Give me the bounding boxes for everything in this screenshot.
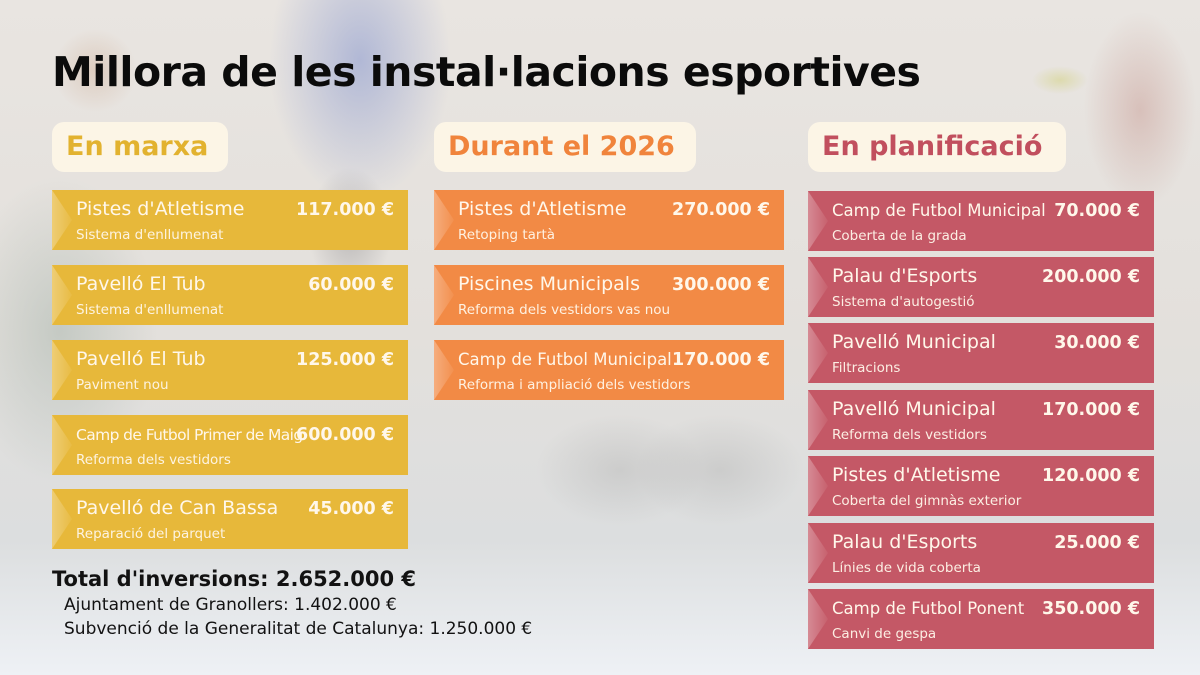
- project-card: Pavelló El Tub Sistema d'enllumenat 60.0…: [52, 265, 408, 325]
- project-card: Pistes d'Atletisme Sistema d'enllumenat …: [52, 190, 408, 250]
- project-card: Camp de Futbol Municipal Coberta de la g…: [808, 191, 1154, 251]
- project-card: Pistes d'Atletisme Coberta del gimnàs ex…: [808, 456, 1154, 516]
- project-description: Línies de vida coberta: [832, 560, 981, 576]
- project-name: Pistes d'Atletisme: [458, 198, 627, 220]
- project-description: Coberta del gimnàs exterior: [832, 493, 1022, 509]
- project-name: Pavelló de Can Bassa: [76, 497, 279, 519]
- project-amount: 30.000 €: [1054, 333, 1140, 353]
- project-amount: 170.000 €: [1042, 400, 1140, 420]
- project-name: Camp de Futbol Ponent: [832, 599, 1025, 618]
- project-card: Palau d'Esports Línies de vida coberta 2…: [808, 523, 1154, 583]
- project-amount: 25.000 €: [1054, 533, 1140, 553]
- project-description: Sistema d'enllumenat: [76, 227, 224, 243]
- page-title: Millora de les instal·lacions esportives: [52, 48, 921, 96]
- project-description: Reforma dels vestidors vas nou: [458, 302, 671, 318]
- project-amount: 125.000 €: [296, 350, 394, 370]
- project-name: Palau d'Esports: [832, 265, 978, 287]
- project-description: Paviment nou: [76, 377, 169, 393]
- project-name: Pavelló Municipal: [832, 398, 996, 420]
- project-card: Camp de Futbol Ponent Canvi de gespa 350…: [808, 589, 1154, 649]
- project-amount: 300.000 €: [672, 275, 770, 295]
- project-name: Camp de Futbol Primer de Maig: [76, 426, 303, 444]
- project-name: Pistes d'Atletisme: [832, 464, 1001, 486]
- project-description: Sistema d'autogestió: [832, 294, 975, 310]
- project-amount: 600.000 €: [296, 425, 394, 445]
- project-amount: 200.000 €: [1042, 267, 1140, 287]
- project-amount: 120.000 €: [1042, 466, 1140, 486]
- project-description: Retoping tartà: [458, 227, 556, 243]
- project-name: Pavelló El Tub: [76, 348, 206, 370]
- project-amount: 350.000 €: [1042, 599, 1140, 619]
- project-description: Reparació del parquet: [76, 526, 226, 542]
- project-description: Sistema d'enllumenat: [76, 302, 224, 318]
- project-card: Pistes d'Atletisme Retoping tartà 270.00…: [434, 190, 784, 250]
- project-name: Camp de Futbol Municipal: [458, 350, 672, 369]
- project-name: Palau d'Esports: [832, 531, 978, 553]
- project-card: Pavelló Municipal Filtracions 30.000 €: [808, 323, 1154, 383]
- project-amount: 117.000 €: [296, 200, 394, 220]
- project-description: Canvi de gespa: [832, 626, 937, 642]
- project-card: Pavelló El Tub Paviment nou 125.000 €: [52, 340, 408, 400]
- project-card: Pavelló Municipal Reforma dels vestidors…: [808, 390, 1154, 450]
- project-card: Palau d'Esports Sistema d'autogestió 200…: [808, 257, 1154, 317]
- project-amount: 45.000 €: [308, 499, 394, 519]
- project-name: Camp de Futbol Municipal: [832, 201, 1046, 220]
- project-amount: 170.000 €: [672, 350, 770, 370]
- project-description: Filtracions: [832, 360, 901, 376]
- ajuntament-contribution: Ajuntament de Granollers: 1.402.000 €: [64, 595, 397, 615]
- column-heading-en-marxa: En marxa: [52, 122, 228, 172]
- project-amount: 70.000 €: [1054, 201, 1140, 221]
- generalitat-subsidy: Subvenció de la Generalitat de Catalunya…: [64, 619, 533, 639]
- column-heading-durant-2026: Durant el 2026: [434, 122, 696, 172]
- project-description: Reforma i ampliació dels vestidors: [458, 377, 691, 393]
- project-name: Pavelló Municipal: [832, 331, 996, 353]
- project-description: Coberta de la grada: [832, 228, 967, 244]
- total-investment: Total d'inversions: 2.652.000 €: [52, 567, 417, 591]
- project-name: Pistes d'Atletisme: [76, 198, 245, 220]
- project-card: Pavelló de Can Bassa Reparació del parqu…: [52, 489, 408, 549]
- project-amount: 60.000 €: [308, 275, 394, 295]
- project-card: Camp de Futbol Municipal Reforma i ampli…: [434, 340, 784, 400]
- project-name: Piscines Municipals: [458, 273, 640, 295]
- project-description: Reforma dels vestidors: [76, 452, 231, 468]
- project-description: Reforma dels vestidors: [832, 427, 987, 443]
- project-card: Camp de Futbol Primer de Maig Reforma de…: [52, 415, 408, 475]
- project-name: Pavelló El Tub: [76, 273, 206, 295]
- investment-totals: Total d'inversions: 2.652.000 € Ajuntame…: [52, 567, 532, 639]
- project-amount: 270.000 €: [672, 200, 770, 220]
- column-heading-en-planificacio: En planificació: [808, 122, 1066, 172]
- project-card: Piscines Municipals Reforma dels vestido…: [434, 265, 784, 325]
